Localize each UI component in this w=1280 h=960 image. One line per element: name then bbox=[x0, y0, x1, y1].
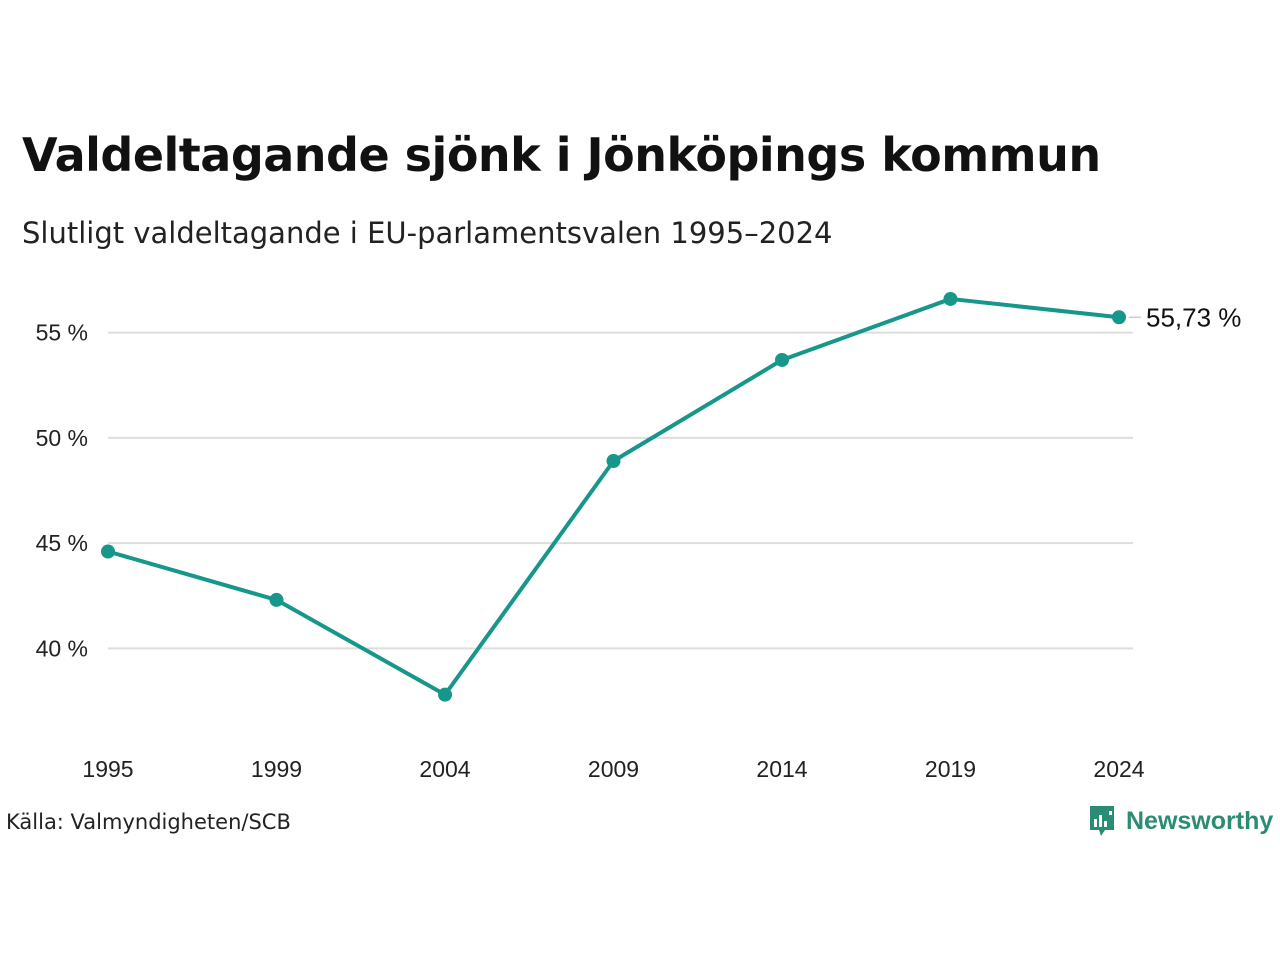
x-tick-label: 2019 bbox=[925, 756, 976, 782]
x-tick-label: 2009 bbox=[588, 756, 639, 782]
brand-logo: Newsworthy bbox=[1088, 804, 1273, 838]
y-tick-label: 45 % bbox=[36, 530, 88, 556]
data-point bbox=[438, 687, 452, 702]
x-tick-label: 2004 bbox=[419, 756, 470, 782]
chart-subtitle: Slutligt valdeltagande i EU-parlamentsva… bbox=[22, 216, 833, 250]
series-line bbox=[101, 291, 1126, 702]
x-tick-label: 2024 bbox=[1093, 756, 1144, 782]
data-point bbox=[1112, 310, 1126, 325]
x-tick-label: 1995 bbox=[82, 756, 133, 782]
y-tick-label: 50 % bbox=[36, 425, 88, 451]
x-tick-label: 2014 bbox=[756, 756, 807, 782]
chart-title: Valdeltagande sjönk i Jönköpings kommun bbox=[22, 128, 1101, 182]
y-axis-ticks: 40 % 45 % 50 % 55 % bbox=[36, 320, 88, 662]
data-point bbox=[269, 592, 284, 607]
data-point bbox=[943, 291, 958, 306]
end-value-label: 55,73 % bbox=[1146, 302, 1241, 332]
gridlines bbox=[108, 331, 1133, 650]
series-path bbox=[106, 296, 1121, 697]
source-note: Källa: Valmyndigheten/SCB bbox=[6, 810, 291, 834]
data-point bbox=[101, 544, 115, 559]
end-label-group: 55,73 % bbox=[1129, 302, 1241, 332]
line-chart: 40 % 45 % 50 % 55 % 1995 1999 2004 2009 2014 201… bbox=[36, 291, 1241, 782]
data-point bbox=[606, 454, 621, 469]
newsworthy-logo-icon bbox=[1090, 806, 1114, 836]
data-point bbox=[775, 352, 789, 367]
x-axis-ticks: 1995 1999 2004 2009 2014 2019 2024 bbox=[82, 756, 1144, 782]
y-tick-label: 40 % bbox=[36, 635, 88, 661]
y-tick-label: 55 % bbox=[36, 320, 88, 346]
brand-name: Newsworthy bbox=[1126, 806, 1274, 835]
x-tick-label: 1999 bbox=[251, 756, 302, 782]
